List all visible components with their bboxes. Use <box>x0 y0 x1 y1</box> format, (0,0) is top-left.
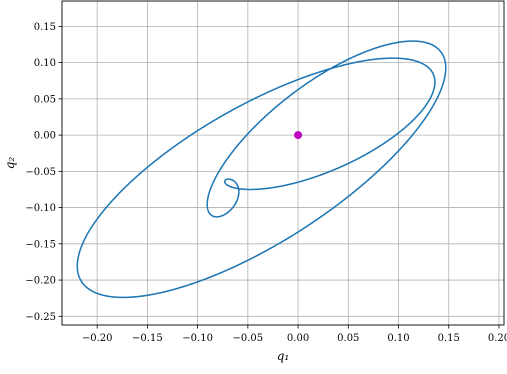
x-axis-label: q₁ <box>277 349 290 363</box>
origin-point-marker <box>294 131 303 140</box>
x-tick-label: 0.05 <box>337 333 359 344</box>
y-tick-label: 0.15 <box>34 22 56 33</box>
x-tick-label: 0.20 <box>488 333 507 344</box>
y-tick-label: −0.10 <box>25 203 56 214</box>
y-tick-label: −0.05 <box>25 167 56 178</box>
x-tick-label: −0.10 <box>182 333 213 344</box>
y-tick-label: 0.00 <box>34 131 56 142</box>
plot-frame <box>61 0 505 326</box>
y-tick-label: −0.25 <box>25 312 56 323</box>
y-axis-label: q₂ <box>3 157 17 170</box>
y-tick-label: 0.05 <box>34 94 56 105</box>
trajectory-layer <box>76 40 447 299</box>
x-tick-label: −0.15 <box>132 333 163 344</box>
x-tick-label: 0.00 <box>287 333 309 344</box>
plot-area-background <box>62 1 504 325</box>
x-tick-label: 0.15 <box>438 333 460 344</box>
x-tick-label: −0.05 <box>233 333 264 344</box>
y-tick-label: −0.20 <box>25 276 56 287</box>
y-tick-label: 0.10 <box>34 58 56 69</box>
x-axis-ticks: −0.20 −0.15 −0.10 −0.05 0.00 0.05 0.10 0.15 0.20 <box>82 325 507 344</box>
y-axis-ticks: −0.25 −0.20 −0.15 −0.10 −0.05 0.00 0.05 0.10 0.1… <box>25 22 62 323</box>
marker-layer <box>294 131 303 140</box>
grid-lines <box>62 1 504 325</box>
y-tick-label: −0.15 <box>25 239 56 250</box>
x-tick-label: −0.20 <box>82 333 113 344</box>
trajectory-line <box>76 40 447 299</box>
x-tick-label: 0.10 <box>387 333 409 344</box>
